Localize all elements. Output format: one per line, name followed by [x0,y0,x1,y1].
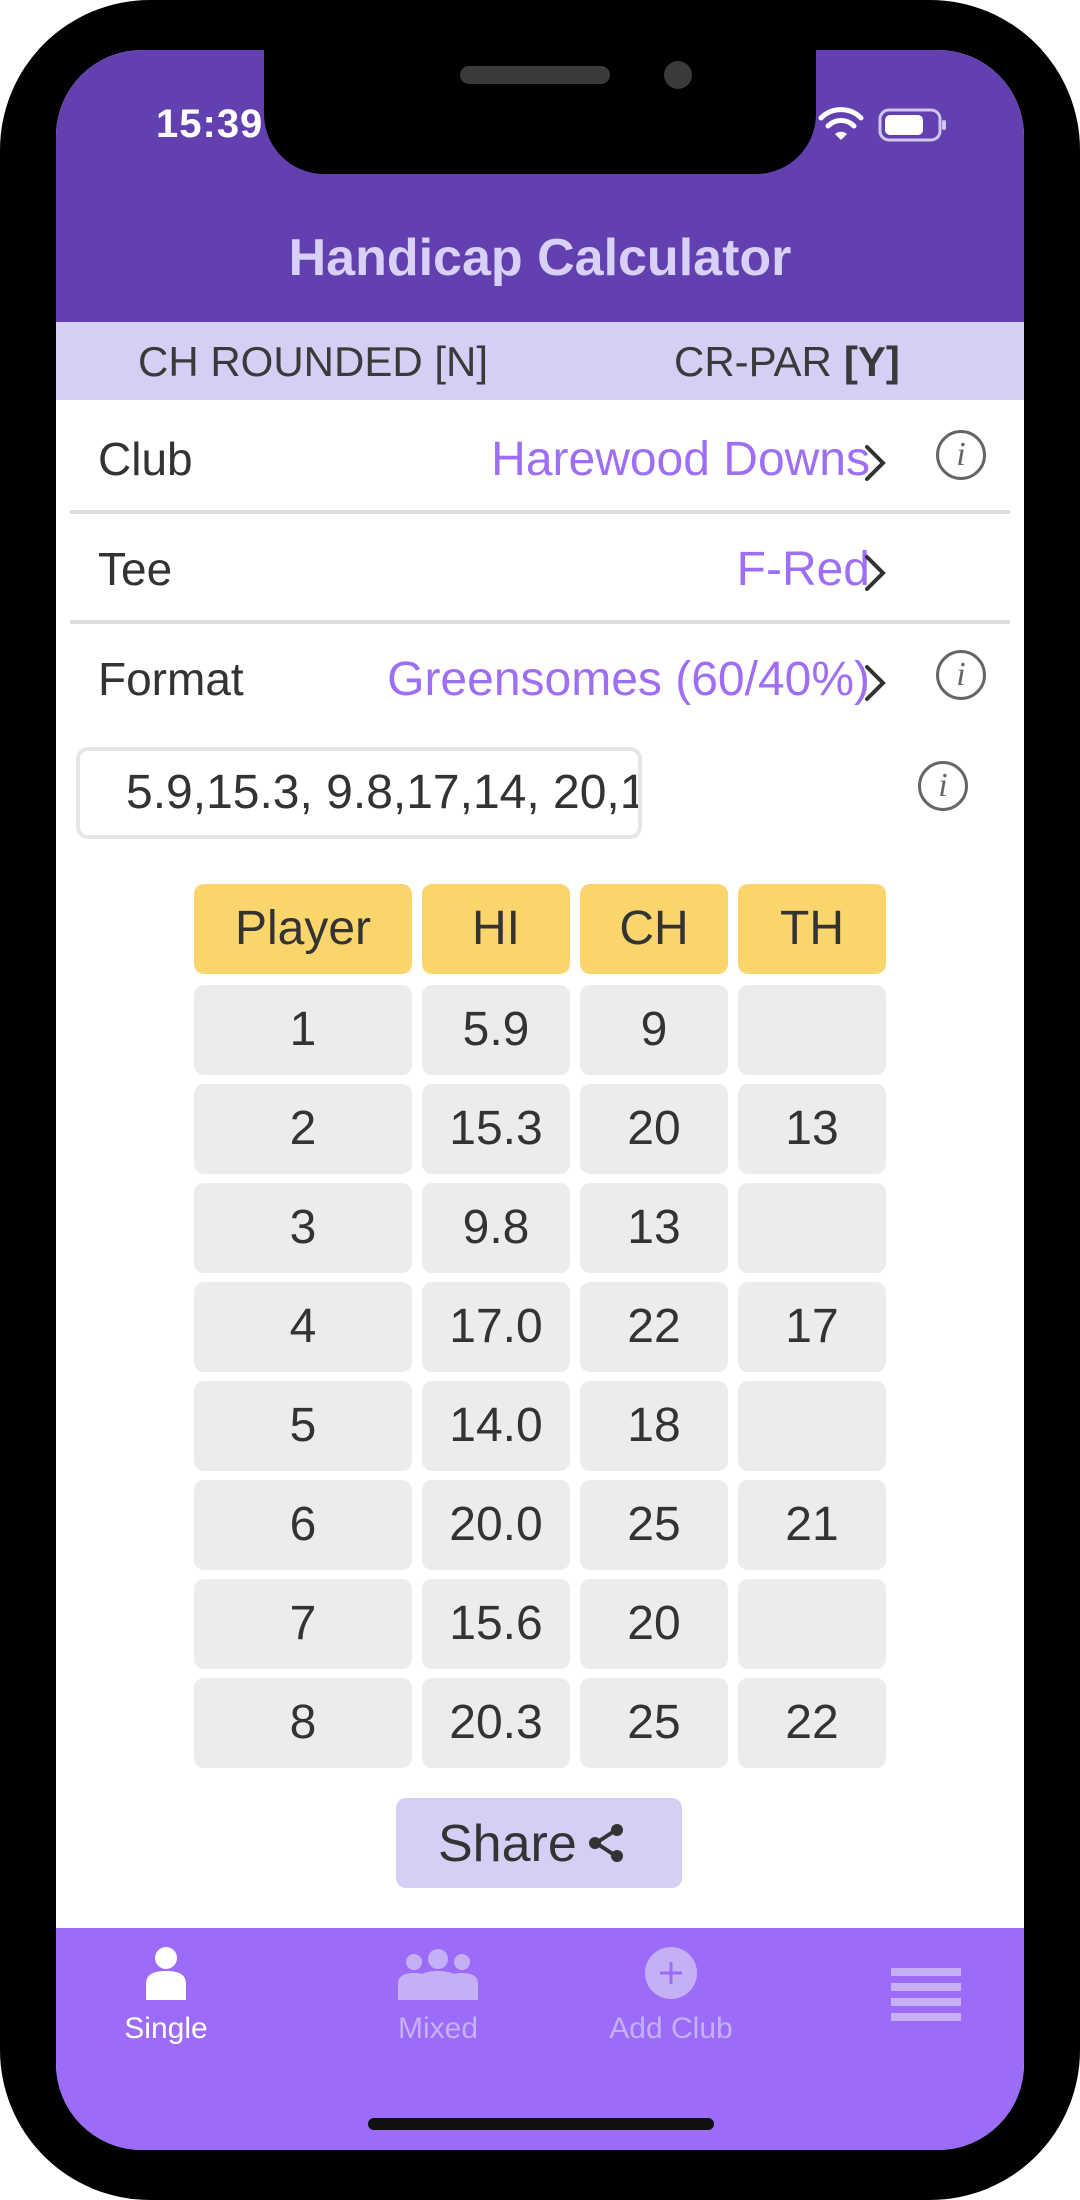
tab-add-club[interactable]: Add Club [596,1928,746,2068]
tee-label: Tee [98,543,173,595]
battery-icon [878,108,946,142]
table-cell-ch: 18 [580,1381,728,1471]
table-cell-player: 2 [194,1084,412,1174]
club-row[interactable]: Club Harewood Downs i [70,402,1010,514]
table-cell-ch: 9 [580,985,728,1075]
table-cell-ch: 13 [580,1183,728,1273]
tab-add-club-label: Add Club [609,2012,733,2045]
table-cell-th: 21 [738,1480,886,1570]
tee-row[interactable]: Tee F-Red [70,512,1010,624]
settings-bar: CH ROUNDED [N] CR-PAR [Y] [56,322,1024,400]
wifi-icon [818,107,864,140]
device-notch [264,50,816,174]
cr-par-value: [Y] [843,338,900,385]
tab-menu[interactable] [886,1928,966,2068]
table-cell-hi: 20.3 [422,1678,570,1768]
share-icon [589,1824,623,1862]
ch-rounded-toggle[interactable]: CH ROUNDED [N] [138,338,489,385]
table-cell-th [738,1183,886,1273]
table-cell-hi: 15.3 [422,1084,570,1174]
format-value[interactable]: Greensomes (60/40%) [387,653,870,706]
table-header-hi: HI [422,884,570,974]
chevron-right-icon [865,555,886,591]
table-cell-th [738,1381,886,1471]
tab-single-label: Single [124,2012,208,2045]
app-screen: 15:39 Handic [56,50,1024,2150]
status-time: 15:39 [156,102,264,146]
chevron-right-icon [865,445,886,481]
table-cell-player: 3 [194,1183,412,1273]
table-cell-hi: 20.0 [422,1480,570,1570]
table-cell-ch: 20 [580,1084,728,1174]
table-cell-hi: 14.0 [422,1381,570,1471]
club-info-icon[interactable]: i [936,430,986,480]
tab-single[interactable]: Single [96,1928,236,2068]
format-label: Format [98,653,244,705]
table-cell-hi: 5.9 [422,985,570,1075]
table-cell-player: 1 [194,985,412,1075]
club-value[interactable]: Harewood Downs [491,433,870,486]
person-icon [146,1947,186,2000]
table-cell-player: 5 [194,1381,412,1471]
table-cell-hi: 9.8 [422,1183,570,1273]
table-cell-player: 6 [194,1480,412,1570]
table-cell-th: 22 [738,1678,886,1768]
chevron-right-icon [865,665,886,701]
menu-icon [891,1968,961,2021]
tee-value[interactable]: F-Red [736,543,870,596]
table-header-ch: CH [580,884,728,974]
table-cell-ch: 25 [580,1678,728,1768]
club-label: Club [98,433,193,485]
share-button[interactable]: Share [396,1798,682,1888]
front-camera [664,61,692,89]
cr-par-toggle[interactable]: CR-PAR [Y] [674,338,900,386]
table-cell-hi: 15.6 [422,1579,570,1669]
format-info-icon[interactable]: i [936,650,986,700]
home-indicator[interactable] [368,2118,714,2130]
handicap-info-icon[interactable]: i [918,761,968,811]
tab-mixed-label: Mixed [397,2012,479,2045]
table-cell-th: 13 [738,1084,886,1174]
share-label: Share [438,1815,577,1873]
table-cell-th [738,1579,886,1669]
table-cell-ch: 25 [580,1480,728,1570]
table-cell-ch: 22 [580,1282,728,1372]
table-cell-player: 7 [194,1579,412,1669]
tab-mixed[interactable]: Mixed [378,1928,498,2068]
table-header-th: TH [738,884,886,974]
table-cell-ch: 20 [580,1579,728,1669]
table-cell-player: 4 [194,1282,412,1372]
page-title: Handicap Calculator [288,229,792,287]
table-cell-hi: 17.0 [422,1282,570,1372]
format-row[interactable]: Format Greensomes (60/40%) i [70,622,1010,730]
bottom-tab-bar: Single Mixed Add Club [56,1928,1024,2150]
add-circle-icon [645,1947,697,1999]
table-cell-th: 17 [738,1282,886,1372]
group-icon [398,1949,478,2000]
handicap-index-input[interactable]: 5.9,15.3, 9.8,17,14, 20,15.6,20.3 [76,747,642,839]
table-header-player: Player [194,884,412,974]
table-cell-th [738,985,886,1075]
speaker-grille [460,66,610,84]
cr-par-label: CR-PAR [674,338,832,385]
table-cell-player: 8 [194,1678,412,1768]
